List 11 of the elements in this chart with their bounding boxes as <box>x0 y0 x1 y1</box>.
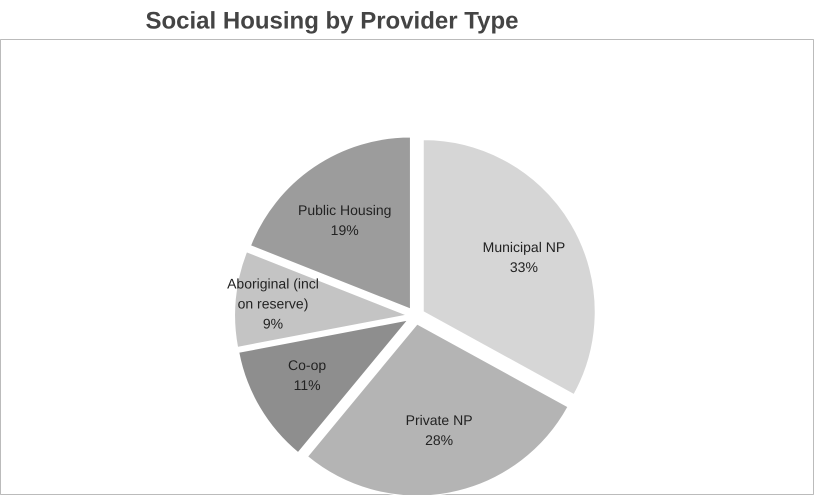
data-label: 11% <box>294 376 321 393</box>
slice-label: Aboriginal (incl on reserve) <box>227 275 319 312</box>
data-label: 9% <box>262 315 284 332</box>
slice-label: Co-op <box>288 356 326 373</box>
slice-label: Private NP <box>406 412 473 428</box>
data-label: 28% <box>425 432 454 448</box>
slice-label: Public Housing <box>298 202 392 218</box>
chart-title: Social Housing by Provider Type <box>146 8 518 34</box>
data-label: 33% <box>510 258 538 275</box>
data-label: 19% <box>330 222 359 238</box>
slice-label: Municipal NP <box>482 238 566 255</box>
